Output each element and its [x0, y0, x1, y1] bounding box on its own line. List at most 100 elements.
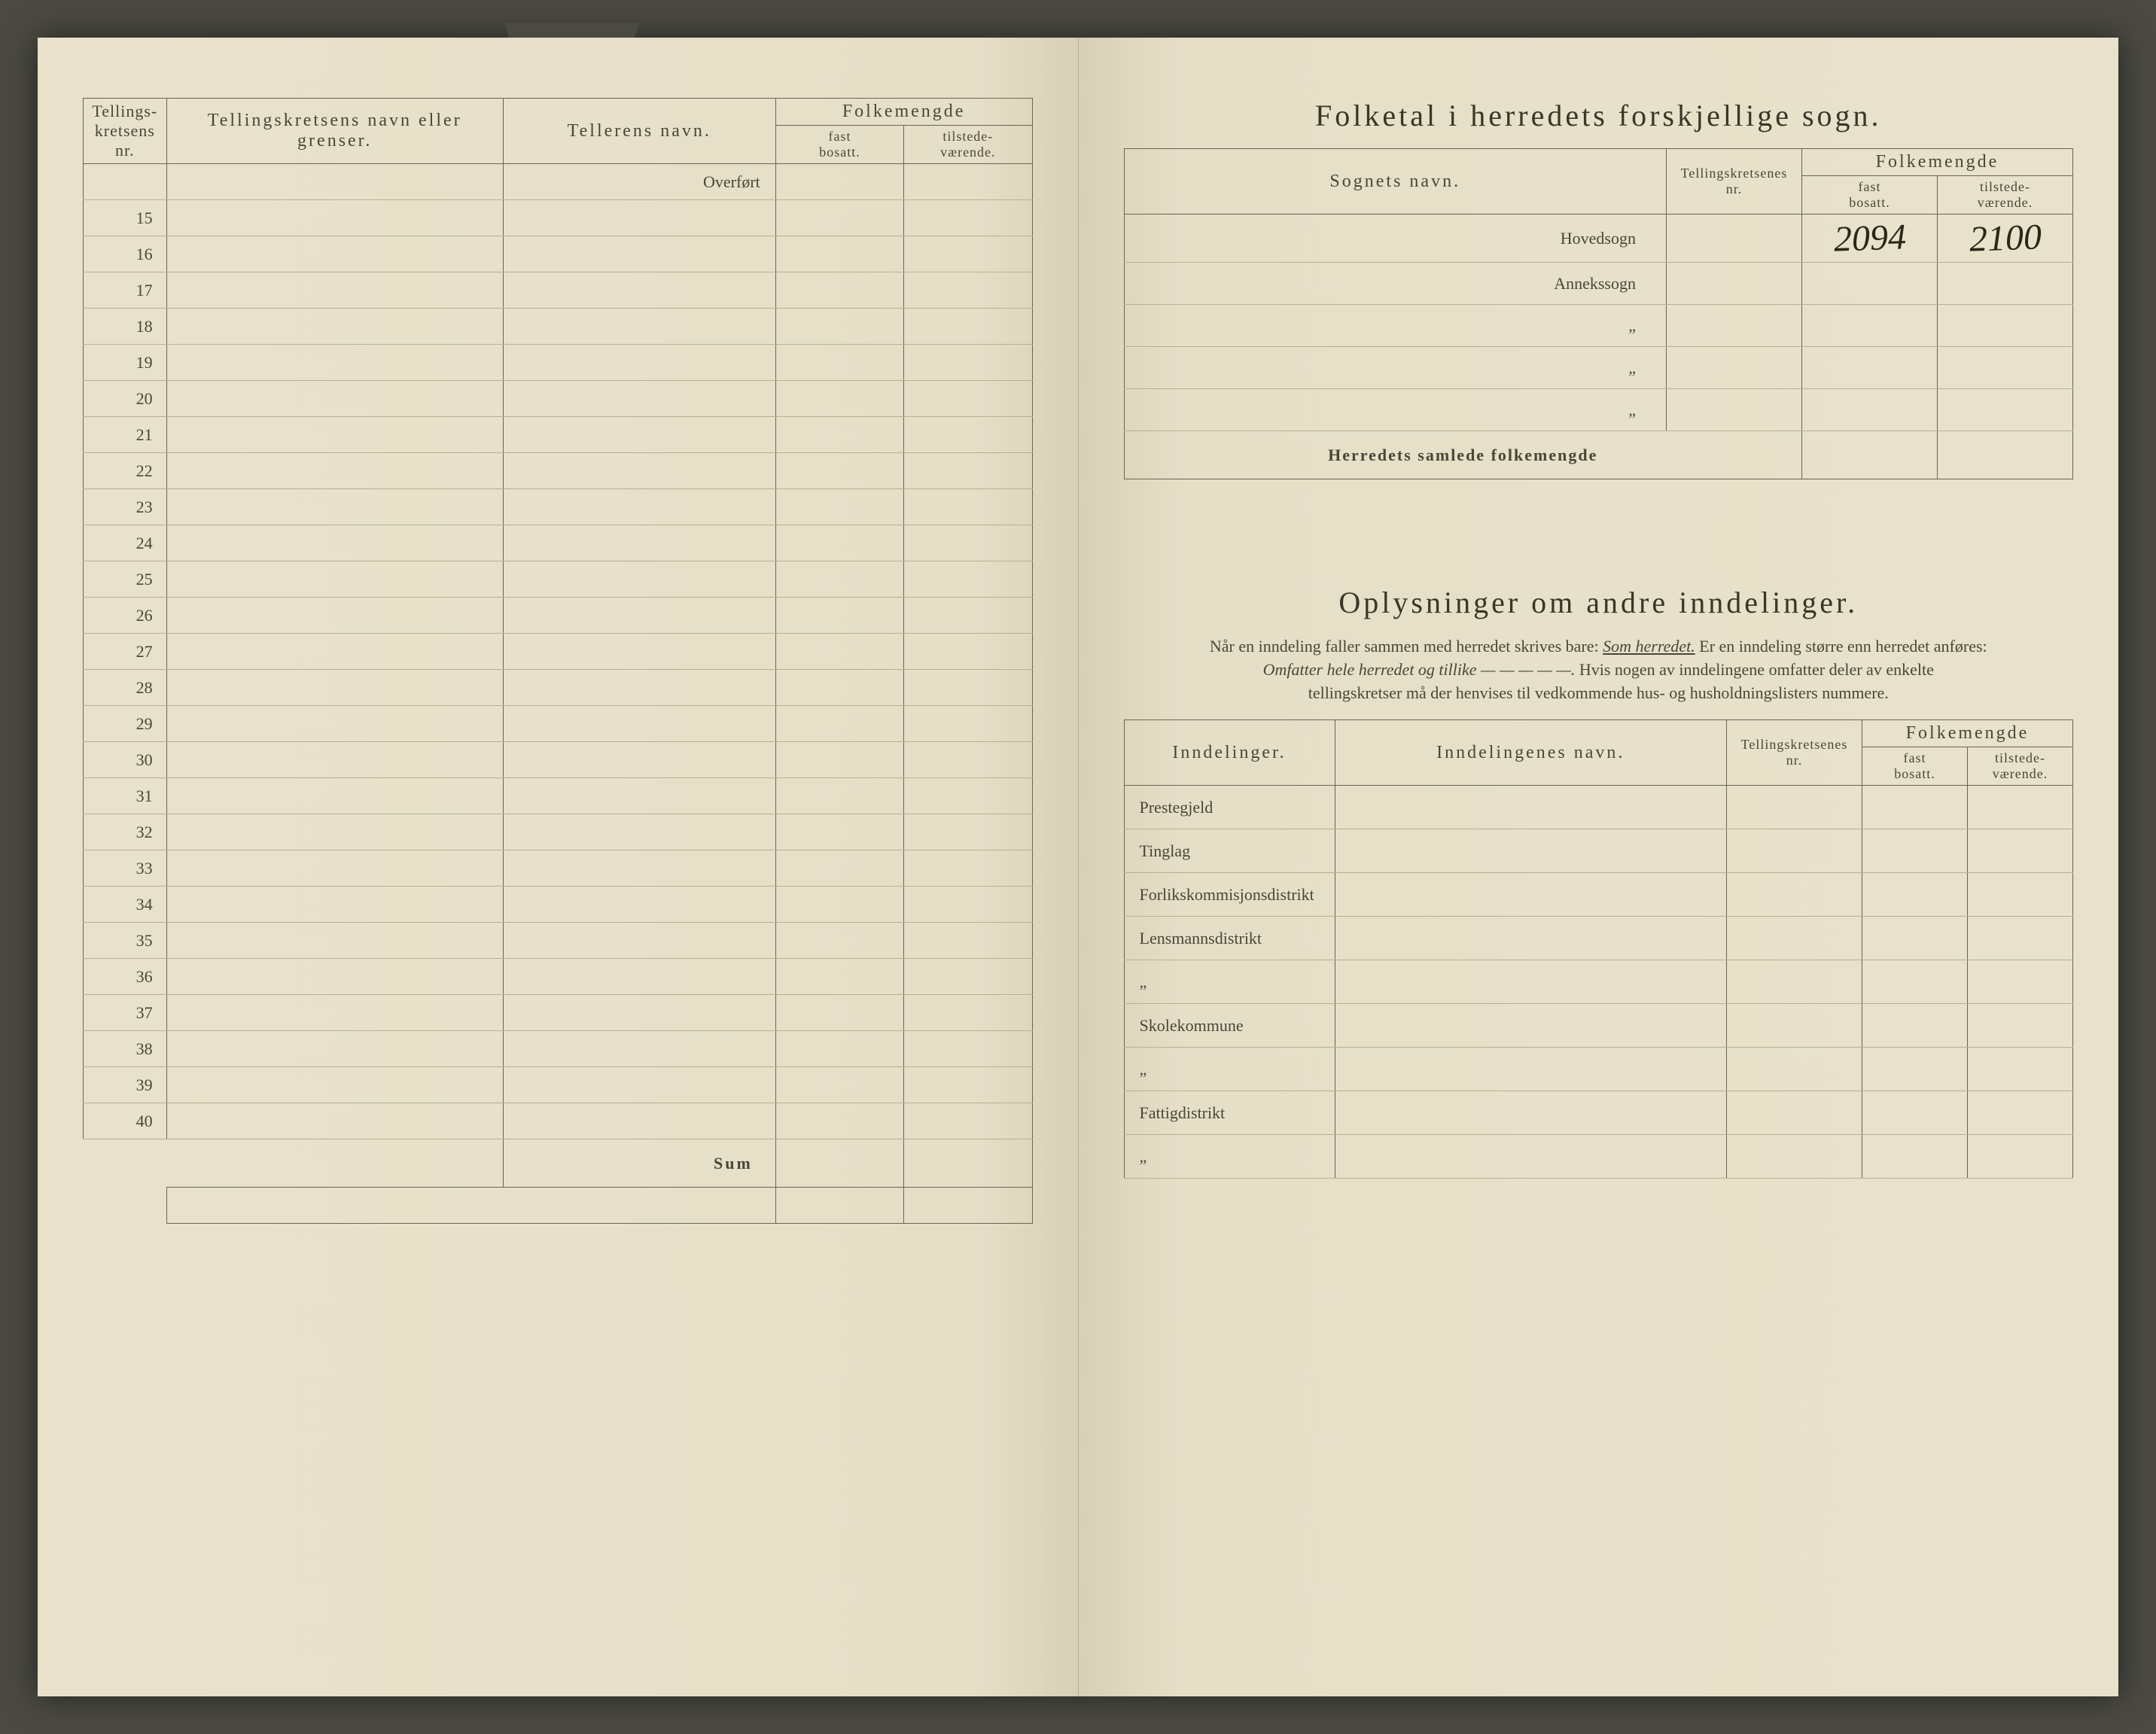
table-row: „ — [1124, 347, 2073, 389]
sogn-label: „ — [1124, 389, 1667, 431]
cell — [904, 1031, 1032, 1067]
table-row: 40 — [84, 1103, 1033, 1139]
cell — [775, 236, 903, 272]
cell — [775, 778, 903, 814]
table-row: Annekssogn — [1124, 263, 2073, 305]
cell — [775, 417, 903, 453]
table-row: 21 — [84, 417, 1033, 453]
cell — [166, 236, 503, 272]
cell — [1335, 873, 1727, 917]
instr-part: Er en inndeling større enn herredet anfø… — [1699, 637, 1987, 656]
hdr-inndel-navn: Inndelingenes navn. — [1335, 720, 1727, 786]
cell — [1335, 1091, 1727, 1135]
cell — [1802, 263, 1938, 305]
cell — [166, 887, 503, 923]
cell — [166, 453, 503, 489]
table-row: „ — [1124, 960, 2073, 1004]
row-number: 27 — [84, 634, 167, 670]
cell — [904, 561, 1032, 598]
hdr-district-name: Tellingskretsens navn eller grenser. — [166, 99, 503, 164]
table-row: Lensmannsdistrikt — [1124, 917, 2073, 960]
cell — [166, 778, 503, 814]
cell — [503, 345, 775, 381]
cell — [1802, 431, 1938, 479]
cell — [166, 923, 503, 959]
cell — [84, 1139, 167, 1188]
cell — [503, 778, 775, 814]
cell — [1968, 786, 2073, 829]
hdr-population: Folkemengde — [1802, 149, 2073, 176]
cell — [904, 1139, 1032, 1188]
table-row: 22 — [84, 453, 1033, 489]
inndel-label: „ — [1124, 1135, 1335, 1179]
cell — [775, 634, 903, 670]
cell — [166, 995, 503, 1031]
table-row: 38 — [84, 1031, 1033, 1067]
cell — [1667, 263, 1802, 305]
cell — [775, 200, 903, 236]
cell — [503, 381, 775, 417]
cell — [166, 525, 503, 561]
section-title-inndelinger: Oplysninger om andre inndelinger. — [1124, 585, 2074, 620]
cell — [904, 850, 1032, 887]
inndelinger-table: Inndelinger. Inndelingenes navn. Telling… — [1124, 719, 2074, 1179]
row-number: 40 — [84, 1103, 167, 1139]
cell — [775, 1103, 903, 1139]
table-row: „ — [1124, 305, 2073, 347]
cell — [503, 670, 775, 706]
cell — [904, 742, 1032, 778]
hdr-fast: fast bosatt. — [1802, 176, 1938, 214]
cell — [1968, 873, 2073, 917]
cell — [904, 1103, 1032, 1139]
hdr-text: tilstede- — [910, 129, 1025, 144]
cell — [775, 742, 903, 778]
cell — [1862, 1091, 1968, 1135]
cell — [1727, 917, 1862, 960]
inndel-label: „ — [1124, 1048, 1335, 1091]
sum-label: Sum — [503, 1139, 775, 1188]
cell — [166, 309, 503, 345]
table-row: „ — [1124, 1048, 2073, 1091]
cell — [166, 598, 503, 634]
cell — [503, 598, 775, 634]
cell — [166, 561, 503, 598]
cell — [1335, 960, 1727, 1004]
cell — [904, 200, 1032, 236]
cell — [775, 561, 903, 598]
table-row: 35 — [84, 923, 1033, 959]
cell — [1727, 873, 1862, 917]
cell — [1862, 917, 1968, 960]
cell — [1938, 431, 2073, 479]
cell — [904, 814, 1032, 850]
cell — [166, 1031, 503, 1067]
inndel-label: Tinglag — [1124, 829, 1335, 873]
left-page: Tellings- kretsens nr. Tellingskretsens … — [38, 38, 1079, 1696]
cell — [1667, 389, 1802, 431]
hdr-text: tilstede- — [1974, 750, 2066, 766]
cell — [904, 995, 1032, 1031]
cell — [1667, 214, 1802, 263]
row-number: 29 — [84, 706, 167, 742]
cell — [1727, 786, 1862, 829]
cell — [904, 525, 1032, 561]
row-number: 33 — [84, 850, 167, 887]
cell — [166, 1103, 503, 1139]
table-row: „ — [1124, 389, 2073, 431]
table-row: 15 — [84, 200, 1033, 236]
cell — [166, 381, 503, 417]
sogn-label: „ — [1124, 305, 1667, 347]
table-row: 31 — [84, 778, 1033, 814]
hdr-text: bosatt. — [1808, 195, 1931, 211]
cell — [904, 598, 1032, 634]
table-row: 20 — [84, 381, 1033, 417]
cell — [775, 887, 903, 923]
cell — [904, 453, 1032, 489]
row-number: 30 — [84, 742, 167, 778]
cell — [904, 272, 1032, 309]
cell — [84, 164, 167, 200]
cell — [503, 887, 775, 923]
total-label: Herredets samlede folkemengde — [1124, 431, 1802, 479]
row-number: 39 — [84, 1067, 167, 1103]
cell — [166, 1139, 503, 1188]
hdr-tilstede: tilstede- værende. — [1968, 747, 2073, 786]
